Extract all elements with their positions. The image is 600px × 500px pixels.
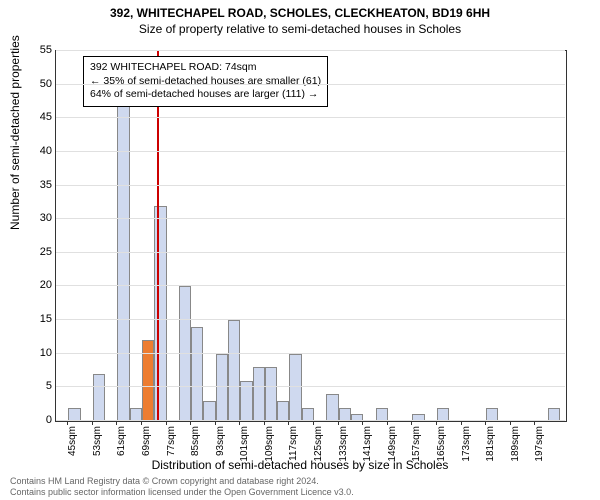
grid-line xyxy=(56,218,565,219)
histogram-bar xyxy=(437,408,449,421)
histogram-bar xyxy=(339,408,351,421)
y-tick-label: 15 xyxy=(22,313,52,325)
grid-line xyxy=(56,50,565,51)
histogram-bar xyxy=(117,85,129,421)
y-tick-label: 40 xyxy=(22,145,52,157)
chart-container: 392, WHITECHAPEL ROAD, SCHOLES, CLECKHEA… xyxy=(0,0,600,500)
y-tick-label: 5 xyxy=(22,380,52,392)
grid-line xyxy=(56,185,565,186)
histogram-bar xyxy=(93,374,105,421)
chart-title: 392, WHITECHAPEL ROAD, SCHOLES, CLECKHEA… xyxy=(0,0,600,20)
grid-line xyxy=(56,386,565,387)
histogram-bar xyxy=(154,206,166,421)
y-tick-label: 55 xyxy=(22,44,52,56)
grid-line xyxy=(56,420,565,421)
grid-line xyxy=(56,151,565,152)
y-tick-label: 10 xyxy=(22,347,52,359)
y-tick-label: 25 xyxy=(22,246,52,258)
histogram-bar xyxy=(265,367,277,421)
y-tick-label: 35 xyxy=(22,179,52,191)
y-tick-label: 20 xyxy=(22,279,52,291)
annotation-line: 64% of semi-detached houses are larger (… xyxy=(90,88,321,102)
grid-line xyxy=(56,319,565,320)
histogram-bar xyxy=(486,408,498,421)
plot-area: 392 WHITECHAPEL ROAD: 74sqm← 35% of semi… xyxy=(55,50,567,422)
y-axis-label: Number of semi-detached properties xyxy=(8,35,22,230)
grid-line xyxy=(56,353,565,354)
histogram-bar xyxy=(548,408,560,421)
x-axis-label: Distribution of semi-detached houses by … xyxy=(0,458,600,472)
histogram-bar xyxy=(216,354,228,421)
grid-line xyxy=(56,84,565,85)
y-tick-label: 50 xyxy=(22,78,52,90)
histogram-bar xyxy=(277,401,289,421)
y-tick-label: 45 xyxy=(22,111,52,123)
histogram-bar xyxy=(130,408,142,421)
annotation-line: ← 35% of semi-detached houses are smalle… xyxy=(90,75,321,89)
annotation-line: 392 WHITECHAPEL ROAD: 74sqm xyxy=(90,61,321,75)
annotation-box: 392 WHITECHAPEL ROAD: 74sqm← 35% of semi… xyxy=(83,56,328,107)
histogram-bar xyxy=(179,286,191,421)
chart-subtitle: Size of property relative to semi-detach… xyxy=(0,20,600,36)
histogram-bar xyxy=(302,408,314,421)
histogram-bar xyxy=(68,408,80,421)
histogram-bar xyxy=(203,401,215,421)
grid-line xyxy=(56,117,565,118)
footer-text: Contains HM Land Registry data © Crown c… xyxy=(10,476,354,498)
histogram-bar xyxy=(376,408,388,421)
footer-line2: Contains public sector information licen… xyxy=(10,487,354,498)
histogram-bar xyxy=(228,320,240,421)
grid-line xyxy=(56,252,565,253)
histogram-bar xyxy=(289,354,301,421)
grid-line xyxy=(56,285,565,286)
y-tick-label: 30 xyxy=(22,212,52,224)
histogram-bar xyxy=(191,327,203,421)
histogram-bar xyxy=(326,394,338,421)
y-tick-label: 0 xyxy=(22,414,52,426)
footer-line1: Contains HM Land Registry data © Crown c… xyxy=(10,476,354,487)
histogram-bar xyxy=(253,367,265,421)
